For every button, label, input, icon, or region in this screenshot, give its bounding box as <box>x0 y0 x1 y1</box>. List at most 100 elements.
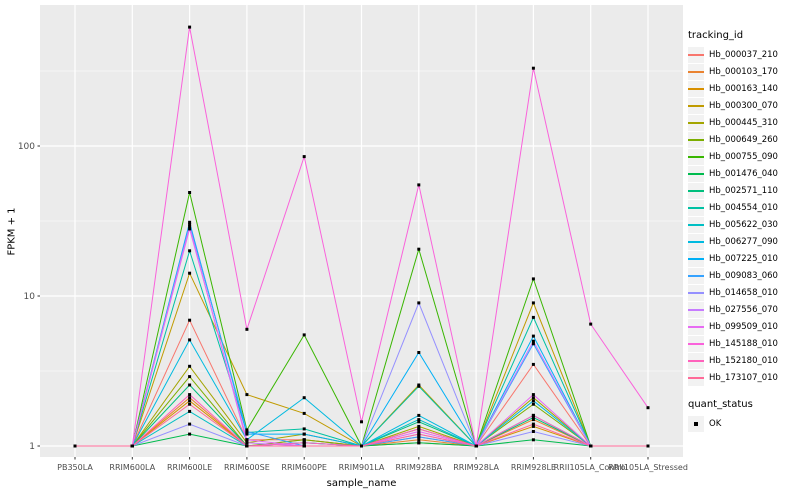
data-point <box>417 424 421 428</box>
legend-line-swatch <box>688 308 704 311</box>
legend-title-quant-status: quant_status <box>688 399 753 410</box>
data-point <box>531 416 535 419</box>
legend-line-swatch <box>688 240 704 243</box>
legend-color-key <box>688 97 704 114</box>
data-point <box>188 222 192 226</box>
data-point <box>531 422 535 426</box>
data-point <box>188 396 192 400</box>
legend-item-label: Hb_006277_090 <box>709 236 778 247</box>
data-point <box>531 277 535 281</box>
legend-item-Hb_005622_030: Hb_005622_030 <box>688 216 798 233</box>
data-point <box>531 362 535 366</box>
legend-item-label: Hb_000300_070 <box>709 100 778 111</box>
data-point <box>188 191 192 194</box>
legend-color-key <box>688 131 704 148</box>
data-point <box>417 420 421 424</box>
legend-color-key <box>688 63 704 80</box>
data-point <box>188 383 192 387</box>
data-point <box>531 430 535 433</box>
legend-item-label: Hb_000163_140 <box>709 83 778 94</box>
legend-color-key <box>688 165 704 182</box>
data-point <box>245 428 249 432</box>
legend-item-Hb_152180_010: Hb_152180_010 <box>688 352 798 369</box>
legend-color-key <box>688 318 704 335</box>
data-point <box>188 375 192 379</box>
data-point <box>302 411 306 415</box>
legend-item-Hb_004554_010: Hb_004554_010 <box>688 199 798 216</box>
data-point <box>531 339 535 343</box>
data-point <box>245 444 249 448</box>
legend-item-Hb_145188_010: Hb_145188_010 <box>688 335 798 352</box>
x-tick-label: RRIM600LE <box>167 463 212 472</box>
data-point <box>245 393 249 397</box>
data-point <box>302 444 306 448</box>
data-point <box>531 418 535 422</box>
y-axis: 1 10 100 <box>18 142 40 452</box>
legend-item-label: Hb_152180_010 <box>709 355 778 366</box>
legend-color-key <box>688 148 704 165</box>
legend-item-label: Hb_173107_010 <box>709 372 778 383</box>
data-point <box>188 399 192 403</box>
data-point <box>589 444 593 448</box>
legend-title-tracking-id: tracking_id <box>688 30 744 41</box>
data-point <box>245 430 249 433</box>
data-point <box>417 301 421 305</box>
data-point <box>360 444 363 448</box>
data-point <box>188 364 192 368</box>
data-point <box>531 424 535 428</box>
legend-line-swatch <box>688 376 704 379</box>
legend-line-swatch <box>688 325 704 328</box>
legend-color-key <box>688 250 704 267</box>
data-point <box>417 413 421 417</box>
data-point <box>531 315 535 319</box>
x-tick-label: PB350LA <box>57 463 93 472</box>
y-tick-label: 1 <box>29 442 35 452</box>
legend-color-key <box>688 182 704 199</box>
legend-item-label: Hb_000445_310 <box>709 117 778 128</box>
x-axis: PB350LA RRIM600LA RRIM600LE RRIM600SE RRIM60… <box>57 457 688 472</box>
data-point <box>188 393 192 397</box>
legend-item-Hb_099509_010: Hb_099509_010 <box>688 318 798 335</box>
legend-line-swatch <box>688 257 704 260</box>
legend-item-label: Hb_027556_070 <box>709 304 778 315</box>
data-point <box>188 402 192 406</box>
legend-item-label: Hb_009083_060 <box>709 270 778 281</box>
data-point <box>531 413 535 417</box>
ok-marker-key <box>688 415 704 432</box>
x-tick-label: RRIM901LA <box>339 463 385 472</box>
data-point <box>188 249 192 253</box>
data-point <box>474 444 478 448</box>
legend-item-label: Hb_001476_040 <box>709 168 778 179</box>
legend-item-ok: OK <box>688 415 798 432</box>
y-tick-label: 100 <box>18 142 35 152</box>
data-point <box>302 396 306 400</box>
legend-item-Hb_001476_040: Hb_001476_040 <box>688 165 798 182</box>
legend-line-swatch <box>688 223 704 226</box>
data-point <box>417 351 421 354</box>
legend-item-label: Hb_014658_010 <box>709 287 778 298</box>
data-point <box>417 441 421 445</box>
x-tick-label: RRIM600LA <box>109 463 155 472</box>
legend-item-Hb_000755_090: Hb_000755_090 <box>688 148 798 165</box>
legend-item-label: Hb_000649_260 <box>709 134 778 145</box>
legend-item-Hb_000649_260: Hb_000649_260 <box>688 131 798 148</box>
legend-color-key <box>688 352 704 369</box>
data-point <box>130 444 134 448</box>
legend-color-key <box>688 233 704 250</box>
legend-item-label: Hb_005622_030 <box>709 219 778 230</box>
data-point <box>531 334 535 338</box>
data-point <box>417 183 421 187</box>
legend-item-Hb_027556_070: Hb_027556_070 <box>688 301 798 318</box>
data-point <box>188 227 192 231</box>
legend-item-label: Hb_002571_110 <box>709 185 778 196</box>
data-point <box>417 384 421 388</box>
legend-items: Hb_000037_210 Hb_000103_170 Hb_000163_140 H… <box>688 46 798 386</box>
data-point <box>417 247 421 251</box>
data-point <box>188 409 192 413</box>
legend-item-Hb_000103_170: Hb_000103_170 <box>688 63 798 80</box>
legend-line-swatch <box>688 206 704 209</box>
legend-item-label: Hb_004554_010 <box>709 202 778 213</box>
data-point <box>360 420 363 424</box>
